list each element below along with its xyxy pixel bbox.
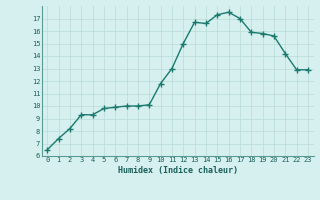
X-axis label: Humidex (Indice chaleur): Humidex (Indice chaleur) <box>118 166 237 175</box>
